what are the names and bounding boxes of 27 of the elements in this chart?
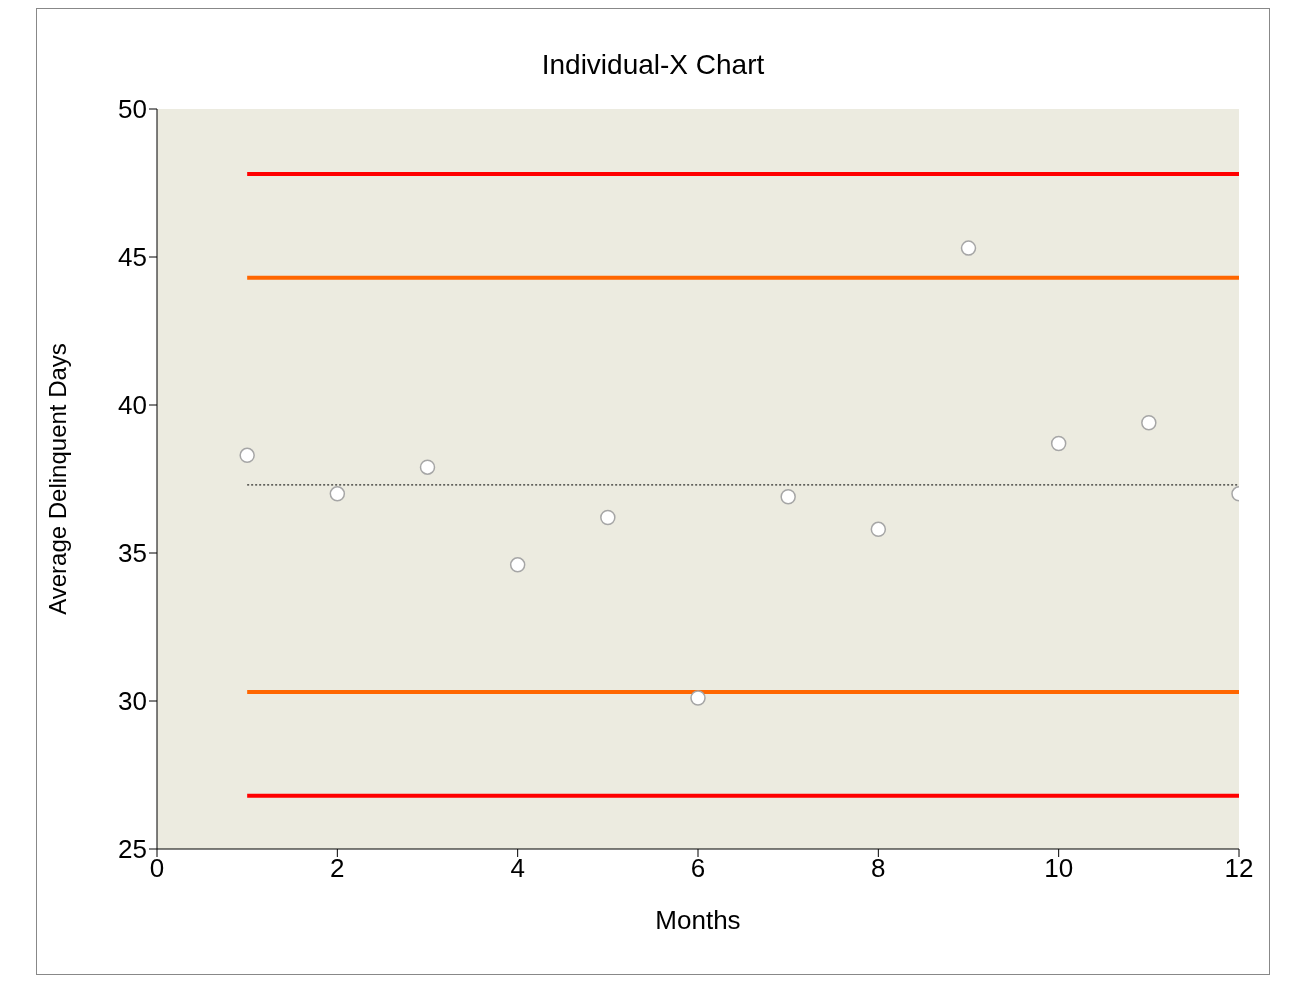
point: [870, 521, 887, 538]
x-tick-label: 0: [149, 853, 165, 884]
point: [690, 690, 706, 706]
x-axis-title: Months: [655, 905, 741, 935]
y-axis-title: Average Delinquent Days: [43, 343, 71, 615]
point: [600, 509, 616, 526]
x-tick-label: 6: [690, 853, 706, 884]
point: [509, 557, 526, 573]
point: [1141, 415, 1157, 431]
x-tick-label: 8: [871, 853, 886, 884]
y-tick-label: 30: [118, 686, 147, 717]
y-tick-label: 50: [118, 94, 147, 125]
point: [239, 447, 255, 464]
x-tick-label: 10: [1044, 853, 1074, 884]
point: [419, 459, 436, 475]
point: [329, 486, 346, 502]
chart-title: Individual-X Chart: [540, 49, 766, 82]
x-tick-label: 12: [1224, 853, 1254, 884]
point: [1050, 435, 1067, 452]
point: [780, 489, 796, 505]
y-tick-label: 45: [118, 242, 147, 273]
point: [960, 240, 977, 256]
x-tick-label: 2: [330, 853, 345, 884]
x-tick-label: 4: [510, 853, 525, 884]
y-tick-label: 35: [118, 538, 147, 569]
y-tick-label: 25: [118, 834, 147, 865]
y-tick-label: 40: [118, 390, 147, 421]
